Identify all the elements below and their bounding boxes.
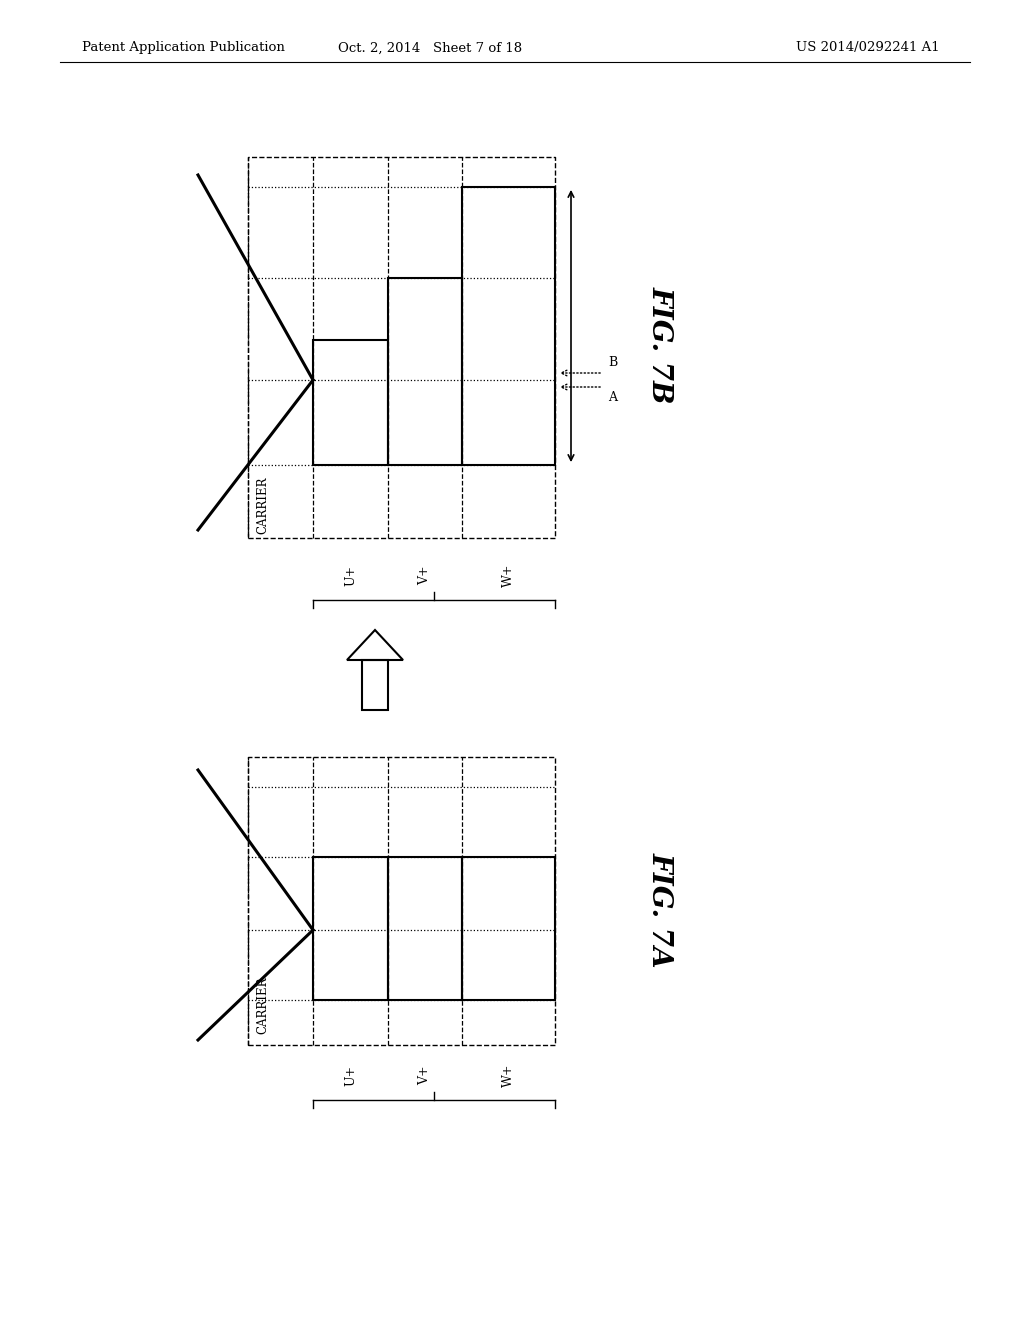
Text: U+: U+ — [344, 565, 357, 586]
Text: US 2014/0292241 A1: US 2014/0292241 A1 — [797, 41, 940, 54]
Text: CARRIER: CARRIER — [256, 477, 269, 533]
Text: A: A — [608, 391, 617, 404]
Text: W+: W+ — [502, 564, 515, 587]
Text: Oct. 2, 2014   Sheet 7 of 18: Oct. 2, 2014 Sheet 7 of 18 — [338, 41, 522, 54]
Text: B: B — [608, 356, 617, 370]
Bar — [313, 341, 388, 465]
Bar — [388, 857, 462, 1001]
Text: V+: V+ — [419, 1065, 431, 1085]
Text: FIG. 7A: FIG. 7A — [646, 853, 674, 968]
Bar — [362, 660, 388, 710]
Text: FIG. 7B: FIG. 7B — [646, 286, 674, 404]
Bar — [462, 857, 555, 1001]
Text: W+: W+ — [502, 1063, 515, 1086]
Text: U+: U+ — [344, 1064, 357, 1085]
Bar — [313, 857, 388, 1001]
Text: CARRIER: CARRIER — [256, 977, 269, 1034]
Text: Patent Application Publication: Patent Application Publication — [82, 41, 285, 54]
Text: V+: V+ — [419, 565, 431, 585]
Bar — [388, 279, 462, 465]
Bar — [462, 187, 555, 465]
